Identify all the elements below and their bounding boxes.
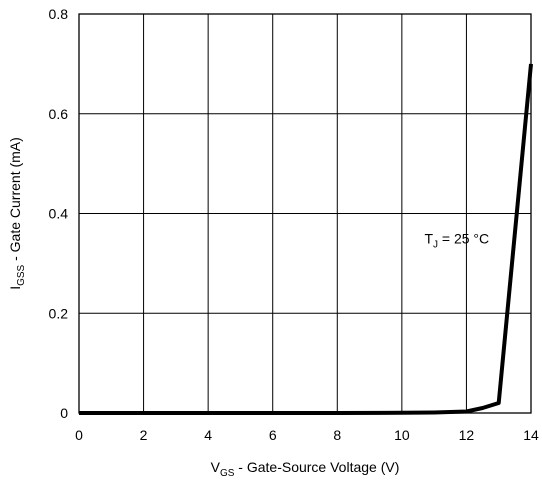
grid: [78, 13, 532, 414]
y-axis-title: IGSS - Gate Current (mA): [7, 137, 27, 290]
x-tick-label: 4: [204, 427, 212, 443]
x-tick-label: 0: [75, 427, 83, 443]
x-axis-title: VGS - Gate-Source Voltage (V): [211, 459, 400, 479]
x-axis-title-rest: - Gate-Source Voltage (V): [234, 459, 399, 475]
y-tick-label: 0.8: [49, 6, 69, 22]
x-tick-label: 12: [459, 427, 475, 443]
annotation-main: T: [424, 230, 433, 246]
series-line: [79, 63, 533, 415]
y-axis-title-rest: - Gate Current (mA): [7, 137, 23, 265]
y-tick-label: 0.6: [49, 106, 69, 122]
x-tick-label: 14: [523, 427, 539, 443]
y-tick-label: 0.4: [49, 206, 69, 222]
y-axis-title-main: I: [7, 286, 23, 290]
annotation-sub: J: [433, 239, 438, 250]
y-axis-title-sub: GSS: [16, 264, 27, 285]
x-tick-label: 6: [269, 427, 277, 443]
x-tick-labels: 0 2 4 6 8 10 12 14: [75, 427, 539, 443]
x-tick-label: 10: [394, 427, 410, 443]
x-axis-title-sub: GS: [220, 468, 235, 479]
y-tick-labels: 0 0.2 0.4 0.6 0.8: [49, 6, 69, 421]
x-axis-title-main: V: [211, 459, 221, 475]
x-tick-label: 2: [140, 427, 148, 443]
temperature-annotation: TJ = 25 °C: [424, 230, 489, 250]
y-tick-label: 0.2: [49, 305, 69, 321]
annotation-rest: = 25 °C: [438, 230, 489, 246]
y-tick-label: 0: [60, 405, 68, 421]
x-tick-label: 8: [333, 427, 341, 443]
